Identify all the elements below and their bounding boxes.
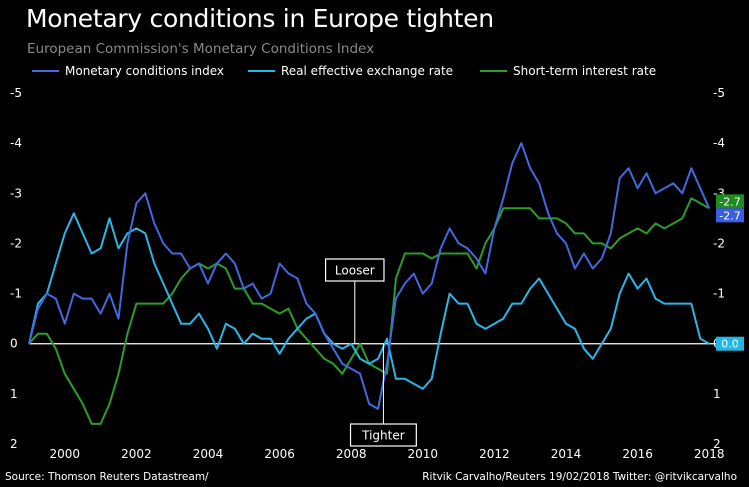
y-tick-label-right: -3 xyxy=(713,186,725,200)
y-tick-label-right: -1 xyxy=(713,287,725,301)
x-axis: 2000 2002 2004 2006 2008 2010 2012 2014 2016 2018 xyxy=(50,447,725,461)
x-tick-label: 2004 xyxy=(193,447,224,461)
legend-label: Real effective exchange rate xyxy=(281,64,454,78)
x-tick-label: 2002 xyxy=(121,447,152,461)
end-label-text: 0.0 xyxy=(721,338,739,351)
y-tick-label-left: -3 xyxy=(10,186,22,200)
end-label-box xyxy=(716,336,744,351)
y-tick-label-left: -1 xyxy=(10,287,22,301)
y-tick-label-left: -4 xyxy=(10,136,22,150)
end-labels: -2.7-2.7 0.0 xyxy=(716,194,744,351)
end-label-box xyxy=(716,208,744,223)
credit-note: Ritvik Carvalho/Reuters 19/02/2018 Twitt… xyxy=(422,471,737,483)
y-tick-label-left: 2 xyxy=(10,437,18,451)
chart-subtitle: European Commission's Monetary Condition… xyxy=(27,41,375,57)
series-group xyxy=(28,142,711,425)
annotation-text: Tighter xyxy=(361,429,405,443)
end-label-monetary-conditions-index: -2.7 xyxy=(716,208,744,223)
source-note: Source: Thomson Reuters Datastream/ xyxy=(5,471,209,483)
y-tick-label-right: 2 xyxy=(713,437,721,451)
y-tick-label-right: -5 xyxy=(713,86,725,100)
end-label-text: -2.7 xyxy=(719,209,740,222)
annotation-box xyxy=(324,258,385,282)
x-tick-label: 2018 xyxy=(694,447,725,461)
y-tick-label-left: 1 xyxy=(10,387,18,401)
x-tick-label: 2006 xyxy=(264,447,295,461)
annotations: Looser Tighter xyxy=(324,258,417,447)
y-tick-label-right: -2 xyxy=(713,236,725,250)
series-line-real-effective-exchange-rate xyxy=(28,212,710,390)
y-tick-label-right: -4 xyxy=(713,136,725,150)
x-tick-label: 2016 xyxy=(622,447,653,461)
legend-item-short-term-interest-rate: Short-term interest rate xyxy=(480,64,656,78)
legend-swatch-mci xyxy=(32,70,59,72)
annotation-text: Looser xyxy=(335,264,375,278)
annotation-tighter: Tighter xyxy=(349,343,417,447)
x-tick-label: 2000 xyxy=(50,447,81,461)
legend: Monetary conditions index Real effective… xyxy=(0,64,749,82)
x-tick-label: 2008 xyxy=(336,447,367,461)
legend-swatch-rate xyxy=(480,70,507,72)
x-tick-label: 2012 xyxy=(479,447,510,461)
y-tick-label-left: -2 xyxy=(10,236,22,250)
legend-item-real-effective-exchange-rate: Real effective exchange rate xyxy=(248,64,453,78)
series-line-monetary-conditions-index xyxy=(28,142,711,410)
annotation-looser: Looser xyxy=(324,258,385,344)
annotation-box xyxy=(349,423,417,447)
x-tick-label: 2010 xyxy=(408,447,439,461)
y-tick-label-left: -5 xyxy=(10,86,22,100)
y-tick-label-left: 0 xyxy=(10,337,18,351)
end-label-box xyxy=(716,194,744,209)
chart-title: Monetary conditions in Europe tighten xyxy=(26,4,494,33)
legend-swatch-reer xyxy=(248,70,275,72)
y-axis-left: -5 -4 -3 -2 -1 0 1 2 xyxy=(10,86,22,451)
y-tick-label-right: 1 xyxy=(713,387,721,401)
legend-item-monetary-conditions-index: Monetary conditions index xyxy=(32,64,224,78)
end-label-short-term-interest-rate: -2.7 xyxy=(716,194,744,209)
x-tick-label: 2014 xyxy=(551,447,582,461)
end-label-text: -2.7 xyxy=(719,195,740,208)
end-label-real-effective-exchange-rate: 0.0 xyxy=(716,336,744,351)
legend-label: Short-term interest rate xyxy=(513,64,657,78)
legend-label: Monetary conditions index xyxy=(65,64,224,78)
